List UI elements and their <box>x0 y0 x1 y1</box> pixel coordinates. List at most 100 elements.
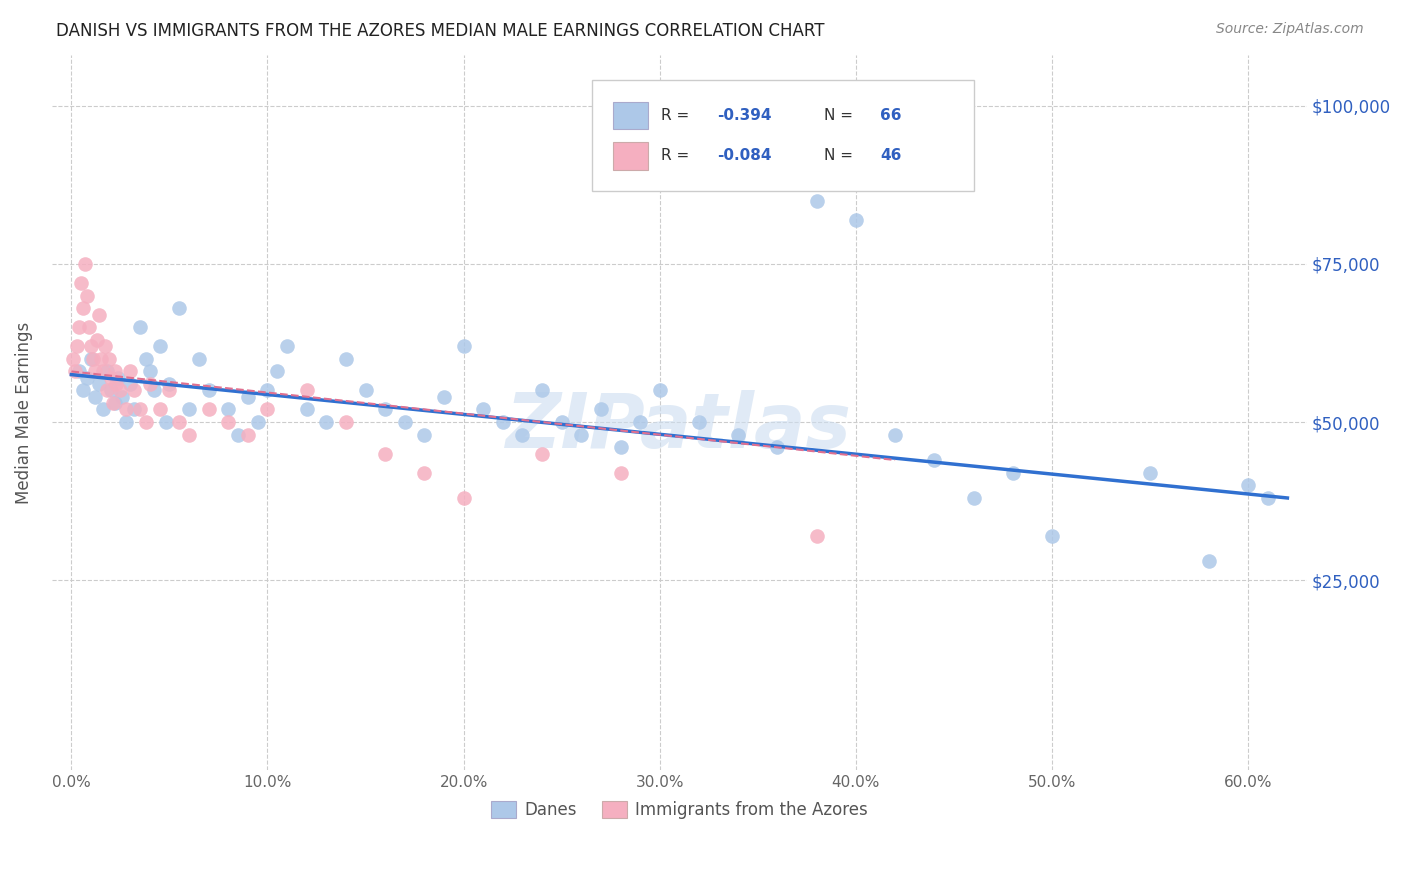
Point <box>159 377 181 392</box>
Point <box>80 339 103 353</box>
Text: R =: R = <box>661 148 693 163</box>
Point <box>115 402 138 417</box>
Point <box>217 402 239 417</box>
Point <box>236 427 259 442</box>
Point <box>433 390 456 404</box>
Point <box>1198 554 1220 568</box>
Point <box>87 308 110 322</box>
Point <box>589 402 612 417</box>
Point <box>1001 466 1024 480</box>
Point <box>187 351 209 366</box>
Point <box>845 212 868 227</box>
Point <box>67 320 90 334</box>
Point <box>354 384 377 398</box>
Text: DANISH VS IMMIGRANTS FROM THE AZORES MEDIAN MALE EARNINGS CORRELATION CHART: DANISH VS IMMIGRANTS FROM THE AZORES MED… <box>56 22 825 40</box>
Point <box>139 364 162 378</box>
Point <box>120 364 142 378</box>
Point <box>107 371 129 385</box>
Point <box>67 364 90 378</box>
Point <box>86 333 108 347</box>
Point <box>453 339 475 353</box>
Point <box>569 427 592 442</box>
Text: N =: N = <box>824 108 858 123</box>
Point <box>72 301 94 316</box>
Point <box>167 415 190 429</box>
Point <box>197 402 219 417</box>
Point <box>492 415 515 429</box>
Point <box>806 194 828 208</box>
Point <box>177 427 200 442</box>
Point <box>256 384 278 398</box>
Point <box>256 402 278 417</box>
Point <box>335 351 357 366</box>
Point <box>374 447 396 461</box>
Point <box>628 415 651 429</box>
Point <box>766 441 789 455</box>
Point <box>72 384 94 398</box>
Point <box>688 415 710 429</box>
Point <box>70 276 93 290</box>
Y-axis label: Median Male Earnings: Median Male Earnings <box>15 321 32 504</box>
Point <box>122 402 145 417</box>
Point <box>609 466 631 480</box>
Point <box>75 257 97 271</box>
Point <box>83 364 105 378</box>
Legend: Danes, Immigrants from the Azores: Danes, Immigrants from the Azores <box>484 795 875 826</box>
Text: -0.394: -0.394 <box>717 108 772 123</box>
Point <box>103 396 125 410</box>
Point <box>246 415 269 429</box>
Point <box>727 427 749 442</box>
Point <box>472 402 495 417</box>
Text: -0.084: -0.084 <box>717 148 772 163</box>
Point <box>66 339 89 353</box>
Point <box>100 371 122 385</box>
Point <box>276 339 298 353</box>
Point <box>83 390 105 404</box>
Point <box>924 453 946 467</box>
Text: 66: 66 <box>880 108 901 123</box>
FancyBboxPatch shape <box>592 80 974 191</box>
Point <box>91 402 114 417</box>
Point <box>76 371 98 385</box>
Point <box>155 415 177 429</box>
Point <box>93 339 115 353</box>
Point <box>648 384 671 398</box>
Bar <box>613 102 648 128</box>
Point <box>149 402 172 417</box>
Point <box>96 364 118 378</box>
Point <box>82 351 104 366</box>
Text: Source: ZipAtlas.com: Source: ZipAtlas.com <box>1216 22 1364 37</box>
Point <box>315 415 337 429</box>
Point <box>105 377 128 392</box>
Point <box>80 351 103 366</box>
Point <box>217 415 239 429</box>
Point <box>129 320 152 334</box>
Point <box>1040 529 1063 543</box>
Point <box>77 320 100 334</box>
Point <box>135 351 157 366</box>
Text: 46: 46 <box>880 148 901 163</box>
Point <box>87 377 110 392</box>
Point <box>135 415 157 429</box>
Point <box>91 364 114 378</box>
Point <box>512 427 534 442</box>
Point <box>142 384 165 398</box>
Text: ZIPatlas: ZIPatlas <box>506 390 852 464</box>
Point <box>884 427 907 442</box>
Bar <box>613 143 648 169</box>
Point <box>96 384 118 398</box>
Point <box>266 364 288 378</box>
Point <box>962 491 984 505</box>
Point <box>110 384 132 398</box>
Point <box>1139 466 1161 480</box>
Point <box>122 384 145 398</box>
Point <box>62 351 84 366</box>
Point <box>111 390 134 404</box>
Point <box>1237 478 1260 492</box>
Point <box>197 384 219 398</box>
Point <box>413 466 436 480</box>
Point <box>103 364 125 378</box>
Point <box>335 415 357 429</box>
Point <box>101 396 124 410</box>
Point <box>149 339 172 353</box>
